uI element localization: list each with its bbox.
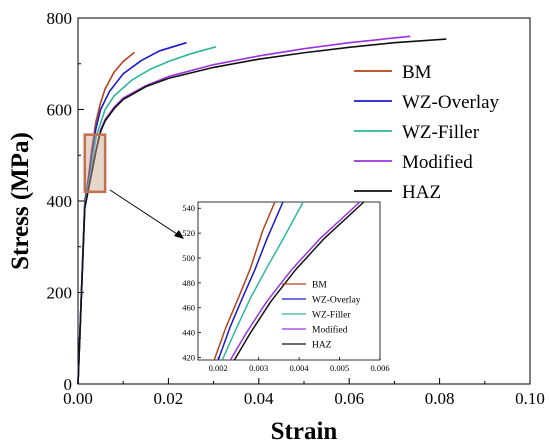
legend-label: HAZ [402, 182, 441, 203]
inset-y-tick-label: 500 [182, 253, 195, 263]
inset-y-tick-label: 480 [182, 278, 195, 288]
inset-legend: BM WZ-Overlay WZ-Filler Modified HAZ [282, 281, 361, 351]
inset-legend-label: WZ-Filler [312, 311, 351, 321]
zoom-highlight-box [83, 133, 107, 194]
y-tick-label: 400 [47, 192, 73, 211]
legend-label: WZ-Overlay [402, 92, 500, 113]
inset-x-tick-label: 0.004 [290, 363, 310, 373]
inset-y-tick-label: 440 [182, 328, 195, 338]
y-tick-label: 200 [47, 284, 73, 303]
main-axis-tick-labels: 0.00 0.02 0.04 0.06 0.08 0.10 0 200 400 600 800 [47, 9, 545, 408]
inset-legend-label: Modified [312, 325, 348, 336]
x-tick-label: 0.04 [244, 389, 274, 408]
y-tick-label: 800 [47, 9, 73, 28]
inset-plot-frame [197, 201, 381, 361]
inset-y-tick-label: 540 [182, 203, 195, 213]
inset-x-tick-label: 0.003 [249, 363, 268, 373]
zoom-arrow-head [174, 230, 184, 239]
inset-series-line-haz [233, 201, 365, 361]
inset-legend-label: HAZ [312, 341, 332, 351]
series-line-wz-filler [77, 46, 217, 385]
inset-series-line-modified [229, 201, 361, 361]
legend-label: BM [402, 62, 432, 83]
x-tick-label: 0.10 [515, 389, 545, 408]
inset-legend-label: BM [312, 281, 327, 291]
x-tick-label: 0.00 [63, 389, 93, 408]
y-tick-label: 600 [47, 101, 73, 120]
series-line-bm [77, 51, 136, 385]
y-tick-label: 0 [64, 375, 73, 394]
inset-series-line-bm [213, 201, 276, 361]
inset-y-tick-label: 420 [182, 353, 195, 363]
inset-axis-ticks [198, 207, 381, 360]
inset-legend-label: WZ-Overlay [312, 296, 361, 306]
main-legend: BM WZ-Overlay WZ-Filler Modified HAZ [354, 62, 500, 203]
inset-y-tick-label: 460 [182, 303, 195, 313]
series-line-haz [77, 38, 447, 385]
legend-label: WZ-Filler [402, 122, 480, 143]
inset-series-line-wz-filler [221, 201, 304, 361]
inset-axis-tick-labels: 0.002 0.003 0.004 0.005 0.006 420 440 460 480 500… [182, 203, 389, 373]
inset-x-tick-label: 0.006 [370, 363, 389, 373]
x-axis-title: Strain [271, 418, 338, 445]
inset-x-tick-label: 0.005 [330, 363, 349, 373]
inset-x-tick-label: 0.002 [209, 363, 228, 373]
legend-label: Modified [402, 152, 473, 173]
inset-series-group [213, 201, 365, 361]
x-tick-label: 0.06 [334, 389, 364, 408]
y-axis-title: Stress (MPa) [7, 132, 34, 270]
inset-y-tick-label: 520 [182, 228, 195, 238]
inset-series-line-wz-overlay [217, 201, 284, 361]
x-tick-label: 0.02 [154, 389, 184, 408]
inset-background [198, 202, 380, 360]
x-tick-label: 0.08 [425, 389, 455, 408]
zoom-arrow-line [109, 189, 181, 237]
